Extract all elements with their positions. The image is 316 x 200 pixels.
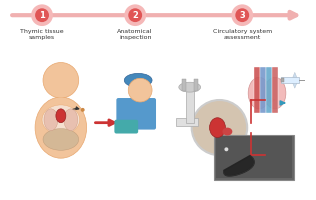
Bar — [176, 118, 198, 126]
Ellipse shape — [64, 109, 78, 131]
Text: Circulatory system
assessment: Circulatory system assessment — [213, 29, 272, 40]
Polygon shape — [293, 83, 297, 88]
Bar — [56, 98, 66, 106]
Circle shape — [128, 78, 152, 102]
FancyBboxPatch shape — [116, 98, 156, 130]
Text: 2: 2 — [132, 11, 138, 20]
Circle shape — [43, 63, 79, 98]
Ellipse shape — [44, 109, 58, 131]
Circle shape — [235, 8, 249, 22]
Polygon shape — [224, 156, 254, 176]
Ellipse shape — [222, 128, 232, 136]
Ellipse shape — [210, 118, 225, 137]
Bar — [186, 91, 194, 123]
Bar — [260, 67, 266, 113]
Polygon shape — [293, 72, 297, 77]
Circle shape — [124, 4, 146, 26]
FancyBboxPatch shape — [114, 120, 138, 134]
Ellipse shape — [35, 97, 87, 158]
Ellipse shape — [124, 73, 152, 87]
Circle shape — [128, 8, 142, 22]
Ellipse shape — [42, 105, 80, 135]
Bar — [254, 67, 260, 113]
Bar — [182, 79, 186, 91]
Circle shape — [224, 147, 228, 151]
Circle shape — [192, 100, 247, 155]
Text: Thymic tissue
samples: Thymic tissue samples — [20, 29, 64, 40]
Bar — [272, 67, 278, 113]
Bar — [281, 77, 299, 83]
Text: 3: 3 — [240, 11, 245, 20]
Ellipse shape — [179, 82, 201, 92]
Circle shape — [81, 108, 85, 112]
Ellipse shape — [264, 77, 286, 109]
Text: Anatomical
inspection: Anatomical inspection — [118, 29, 153, 40]
Ellipse shape — [43, 129, 79, 150]
Text: 1: 1 — [39, 11, 45, 20]
Circle shape — [35, 8, 49, 22]
Ellipse shape — [56, 109, 66, 123]
Bar — [266, 67, 272, 113]
Circle shape — [31, 4, 53, 26]
Bar — [194, 79, 198, 91]
Bar — [216, 136, 292, 178]
Bar — [281, 78, 284, 82]
Polygon shape — [186, 98, 194, 118]
Circle shape — [231, 4, 253, 26]
Ellipse shape — [248, 77, 270, 109]
Bar — [215, 135, 294, 180]
Bar — [299, 80, 305, 81]
